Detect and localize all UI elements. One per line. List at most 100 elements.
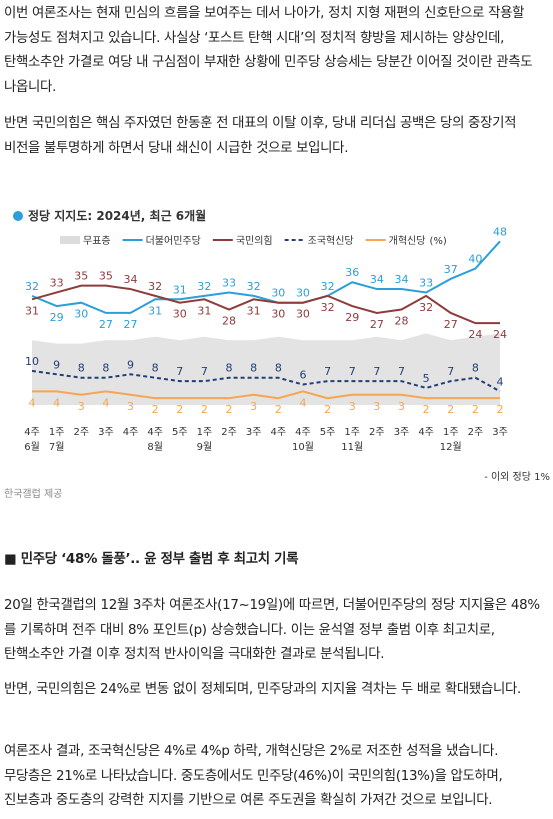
paragraph: 20일 한국갤럽의 12월 3주차 여론조사(17~19일)에 따르면, 더불어… <box>4 598 540 662</box>
data-label: 27 <box>444 318 458 331</box>
data-label: 2 <box>447 403 454 416</box>
data-label: 28 <box>394 315 408 328</box>
data-label: 33 <box>222 276 236 289</box>
x-tick-label: 4주 <box>123 427 139 438</box>
data-label: 2 <box>497 403 504 416</box>
data-label: 31 <box>148 304 162 317</box>
data-label: 48 <box>493 225 507 238</box>
chart-title: 정당 지지도: 2024년, 최근 6개월 <box>28 208 206 223</box>
month-label: 11월 <box>341 441 363 453</box>
data-label: 2 <box>176 403 183 416</box>
paragraph: 여론조사 결과, 조국혁신당은 4%로 4%p 하락, 개혁신당은 2%로 저조… <box>4 744 503 808</box>
data-label: 3 <box>398 400 405 413</box>
data-label: 4 <box>102 396 109 409</box>
data-label: 33 <box>419 276 433 289</box>
data-label: 24 <box>468 328 482 341</box>
data-label: 3 <box>250 400 257 413</box>
data-label: 2 <box>472 403 479 416</box>
x-tick-label: 3주 <box>98 427 114 438</box>
legend-swatch <box>60 236 80 244</box>
data-label: 4 <box>497 375 504 388</box>
x-tick-label: 5주 <box>320 427 336 438</box>
data-label: 27 <box>124 318 138 331</box>
data-label: 3 <box>349 400 356 413</box>
paragraph: 반면 국민의힘은 핵심 주자였던 한동훈 전 대표의 이탈 이후, 당내 리더십… <box>4 116 517 156</box>
note: - 이외 정당 1% <box>484 471 550 483</box>
data-label: 9 <box>127 358 134 371</box>
x-tick-label: 2주 <box>468 427 484 438</box>
data-label: 7 <box>349 365 356 378</box>
data-label: 2 <box>275 403 282 416</box>
paragraph: 반면, 국민의힘은 24%로 변동 없이 정체되며, 민주당과의 지지율 격차는… <box>4 682 521 697</box>
x-tick-label: 2주 <box>369 427 385 438</box>
x-tick-label: 1주 <box>49 427 65 438</box>
x-tick-label: 3주 <box>394 427 410 438</box>
month-label: 10월 <box>292 441 314 453</box>
area <box>32 333 500 405</box>
line <box>31 240 501 314</box>
data-label: 10 <box>25 355 39 368</box>
x-tick-label: 4주 <box>24 427 40 438</box>
x-tick-label: 4주 <box>271 427 287 438</box>
data-label: 30 <box>271 287 285 300</box>
data-label: 2 <box>324 403 331 416</box>
data-label: 29 <box>50 311 64 324</box>
x-tick-label: 1주 <box>443 427 459 438</box>
x-tick-label: 3주 <box>246 427 262 438</box>
x-tick-label: 2주 <box>73 427 89 438</box>
data-label: 24 <box>493 328 507 341</box>
data-label: 2 <box>423 403 430 416</box>
x-tick-label: 2주 <box>221 427 237 438</box>
unit-label: (%) <box>429 236 446 247</box>
data-label: 32 <box>247 280 261 293</box>
data-label: 2 <box>201 403 208 416</box>
data-label: 30 <box>271 308 285 321</box>
data-label: 32 <box>321 301 335 314</box>
data-label: 34 <box>370 273 384 286</box>
line <box>31 284 500 325</box>
x-tick-label: 1주 <box>197 427 213 438</box>
legend-label: 국민의힘 <box>236 235 273 247</box>
data-label: 4 <box>29 396 36 409</box>
data-label: 35 <box>99 270 113 283</box>
data-label: 32 <box>25 280 39 293</box>
month-label: 9월 <box>197 441 213 453</box>
data-label: 2 <box>226 403 233 416</box>
data-label: 5 <box>423 372 430 385</box>
data-label: 40 <box>468 253 482 266</box>
paragraph: 이번 여론조사는 현재 민심의 흐름을 보여주는 데서 나아가, 정치 지형 재… <box>4 6 533 95</box>
data-label: 7 <box>324 365 331 378</box>
chart: 정당 지지도: 2024년, 최근 6개월 - 이외 정당 1% 한국갤럽 제공… <box>4 208 550 500</box>
data-label: 34 <box>124 273 138 286</box>
data-label: 28 <box>222 315 236 328</box>
data-label: 7 <box>398 365 405 378</box>
month-label: 8월 <box>147 441 163 453</box>
data-label: 4 <box>53 396 60 409</box>
data-label: 32 <box>148 280 162 293</box>
x-tick-label: 5주 <box>172 427 188 438</box>
data-label: 8 <box>472 362 479 375</box>
data-label: 8 <box>152 362 159 375</box>
data-label: 30 <box>296 308 310 321</box>
data-label: 7 <box>201 365 208 378</box>
data-label: 7 <box>447 365 454 378</box>
data-label: 33 <box>50 276 64 289</box>
data-label: 29 <box>345 311 359 324</box>
data-label: 2 <box>152 403 159 416</box>
data-label: 30 <box>74 308 88 321</box>
data-label: 35 <box>74 270 88 283</box>
data-label: 27 <box>370 318 384 331</box>
data-label: 3 <box>373 400 380 413</box>
heading: ■ 민주당 ‘48% 돌풍’.. 윤 정부 출범 후 최고치 기록 <box>4 552 299 567</box>
data-label: 8 <box>275 362 282 375</box>
data-label: 3 <box>127 400 134 413</box>
data-label: 36 <box>345 266 359 279</box>
data-label: 31 <box>25 304 39 317</box>
data-label: 27 <box>99 318 113 331</box>
x-tick-label: 1주 <box>344 427 360 438</box>
data-label: 6 <box>299 369 306 382</box>
data-label: 37 <box>444 263 458 276</box>
data-label: 4 <box>299 396 306 409</box>
data-label: 7 <box>176 365 183 378</box>
